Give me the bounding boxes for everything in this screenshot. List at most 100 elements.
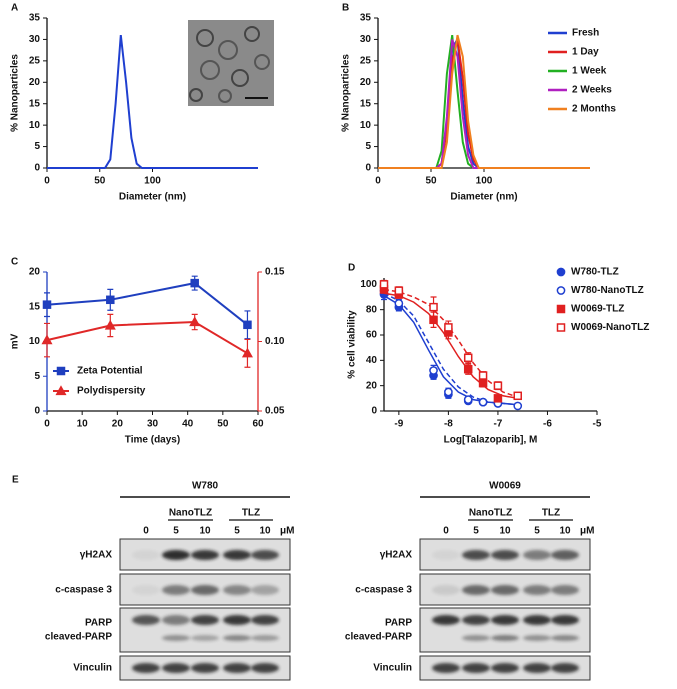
y-axis-title: mV	[10, 333, 21, 349]
band	[551, 663, 579, 673]
x-tick-label: 100	[476, 176, 493, 187]
y-tick-label: 30	[29, 34, 41, 45]
band	[551, 615, 579, 625]
y2-tick-label: 0.15	[265, 267, 285, 278]
band	[162, 550, 190, 560]
legend-label: Zeta Potential	[77, 366, 143, 377]
x-tick-label: -7	[493, 419, 502, 430]
band	[432, 615, 460, 625]
cell-line: W780	[192, 481, 219, 492]
legend-marker	[556, 323, 566, 332]
dose-label: 10	[259, 526, 271, 537]
band	[162, 585, 190, 595]
band	[551, 550, 579, 560]
group-label: TLZ	[242, 508, 260, 519]
legend-marker	[56, 366, 66, 376]
line	[378, 36, 590, 169]
band	[432, 585, 460, 595]
y-tick-label: 5	[34, 141, 40, 152]
x-tick-label: 100	[144, 176, 161, 187]
marker	[106, 295, 115, 305]
panel-label: D	[348, 263, 355, 274]
band	[491, 635, 519, 641]
band	[551, 635, 579, 641]
band	[491, 585, 519, 595]
legend-label: W780-TLZ	[571, 267, 619, 278]
x-tick-label: 0	[44, 419, 50, 430]
band	[491, 550, 519, 560]
line	[46, 320, 248, 355]
unit-label: μM	[280, 526, 294, 537]
band	[132, 663, 160, 673]
band	[132, 550, 160, 560]
marker	[104, 319, 116, 330]
marker	[478, 397, 488, 407]
cell-line: W0069	[489, 481, 521, 492]
line	[378, 34, 590, 169]
panel-label: E	[12, 475, 19, 486]
band	[223, 663, 251, 673]
row-label: cleaved-PARP	[45, 632, 112, 643]
marker	[463, 353, 473, 363]
x-tick-label: -6	[543, 419, 552, 430]
y2-tick-label: 0.05	[265, 406, 285, 417]
y-tick-label: 10	[29, 120, 41, 131]
legend-label: 1 Day	[572, 47, 599, 58]
legend-label: Polydispersity	[77, 386, 146, 397]
legend-label: W0069-TLZ	[571, 304, 624, 315]
row-label: γH2AX	[80, 550, 113, 561]
legend-marker	[55, 385, 67, 396]
x-tick-label: 40	[182, 419, 194, 430]
y-tick-label: 30	[360, 34, 372, 45]
band	[162, 663, 190, 673]
marker	[394, 298, 404, 308]
dose-label: 10	[559, 526, 571, 537]
y-tick-label: 25	[29, 55, 41, 66]
legend-marker	[556, 267, 566, 277]
row-label: cleaved-PARP	[345, 632, 412, 643]
dose-label: 10	[499, 526, 511, 537]
y-tick-label: 40	[366, 355, 378, 366]
marker	[513, 401, 523, 411]
x-tick-label: -9	[394, 419, 403, 430]
band	[491, 663, 519, 673]
x-tick-label: 20	[112, 419, 124, 430]
legend-label: Fresh	[572, 28, 599, 39]
legend-label: 1 Week	[572, 66, 607, 77]
unit-label: μM	[580, 526, 594, 537]
x-tick-label: 0	[375, 176, 381, 187]
marker	[241, 347, 253, 358]
band	[223, 635, 251, 641]
y-tick-label: 25	[360, 55, 372, 66]
marker	[493, 394, 503, 403]
dose-label: 5	[234, 526, 240, 537]
blot-membrane	[419, 607, 591, 653]
x-tick-label: 60	[252, 419, 264, 430]
x-axis-title: Log[Talazoparib], M	[444, 435, 538, 446]
marker	[41, 334, 53, 345]
band	[251, 635, 279, 641]
x-tick-label: 50	[425, 176, 437, 187]
band	[462, 550, 490, 560]
y-tick-label: 100	[360, 279, 377, 290]
y-tick-label: 15	[29, 301, 41, 312]
row-label: Vinculin	[373, 663, 412, 674]
x-tick-label: 0	[44, 176, 50, 187]
line	[378, 34, 590, 169]
line	[378, 39, 590, 169]
band	[462, 635, 490, 641]
marker	[513, 391, 522, 401]
band	[251, 615, 279, 625]
band	[551, 585, 579, 595]
row-label: γH2AX	[380, 550, 413, 561]
panel-label: B	[342, 3, 349, 14]
y-tick-label: 35	[29, 13, 41, 24]
marker	[379, 280, 389, 289]
band	[223, 585, 251, 595]
y-axis-title: % Nanoparticles	[10, 54, 21, 132]
group-label: NanoTLZ	[469, 508, 512, 519]
band	[523, 663, 551, 673]
x-tick-label: 50	[217, 419, 229, 430]
marker	[444, 323, 453, 332]
